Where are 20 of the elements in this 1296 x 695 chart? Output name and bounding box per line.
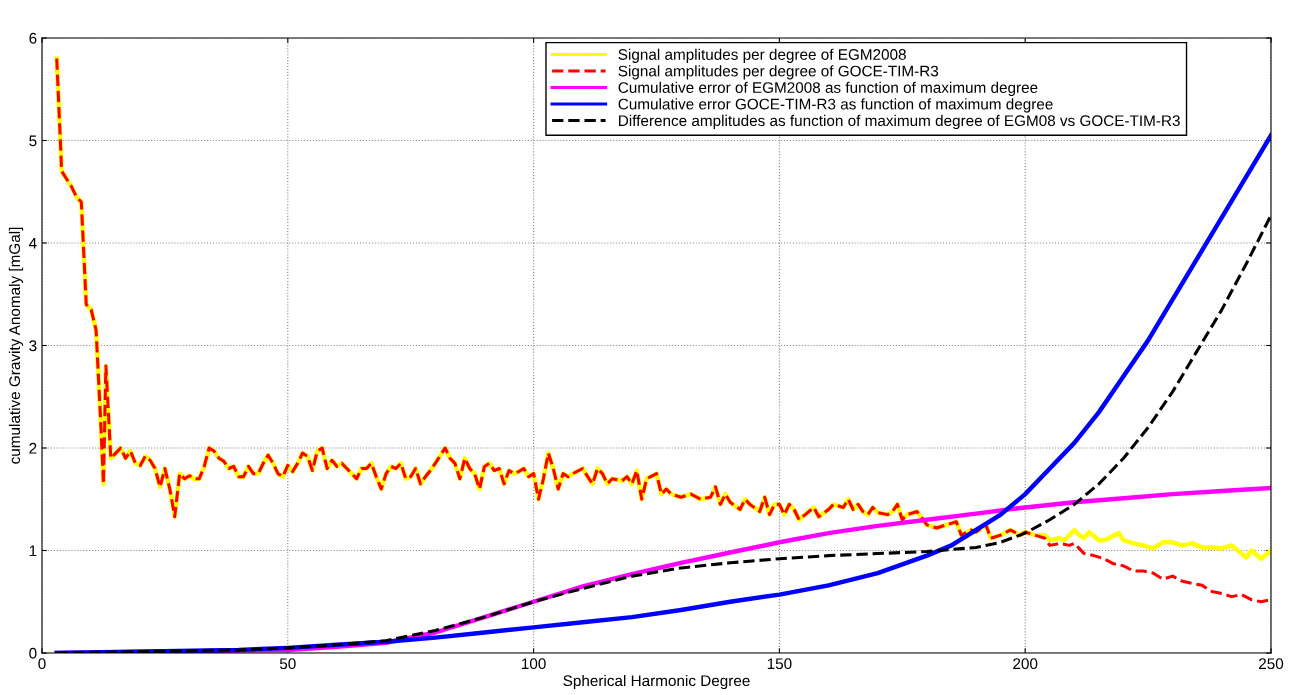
y-tick-label: 4 — [28, 238, 37, 249]
x-tick-label: 150 — [767, 658, 792, 670]
x-axis-title: Spherical Harmonic Degree — [563, 674, 750, 690]
y-tick-label: 2 — [29, 442, 37, 454]
x-tick-label: 250 — [1259, 658, 1284, 670]
y-axis-title: cumulative Gravity Anomaly [mGal] — [8, 227, 24, 464]
y-tick-label: 5 — [29, 135, 37, 147]
legend-label: Signal amplitudes per degree of EGM2008 — [618, 48, 906, 63]
x-tick-label: 100 — [522, 658, 546, 670]
legend-label: Difference amplitudes as function of maximum degree of EGM08 vs GOCE-TIM-R3 — [619, 114, 1180, 130]
x-tick-label: 50 — [279, 658, 296, 670]
legend-label: Signal amplitudes per degree of GOCE-TIM-R3 — [618, 65, 939, 80]
y-tick-label: 0 — [29, 647, 37, 659]
y-tick-label: 1 — [29, 545, 37, 557]
legend-label: Cumulative error GOCE-TIM-R3 as function of maximum degree — [618, 98, 1053, 113]
legend-label: Cumulative error of EGM2008 as function of maximum degree — [618, 81, 1038, 96]
x-tick-label: 200 — [1013, 658, 1038, 670]
y-tick-label: 3 — [29, 340, 37, 352]
x-tick-label: 0 — [38, 658, 46, 670]
y-tick-label: 6 — [29, 32, 37, 44]
